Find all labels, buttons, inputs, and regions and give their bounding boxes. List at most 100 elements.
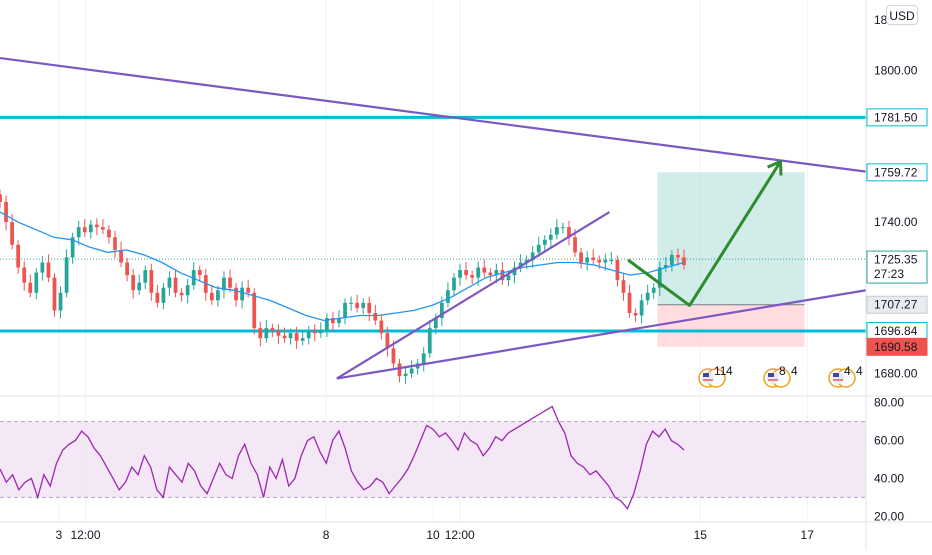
time-axis-tick: 17 xyxy=(801,528,815,542)
candle xyxy=(0,194,2,202)
candle xyxy=(137,282,142,291)
event-count: 4 xyxy=(856,364,863,378)
candle xyxy=(288,333,293,339)
candle xyxy=(573,237,577,253)
rsi-axis-tick: 60.00 xyxy=(874,434,904,448)
candle xyxy=(331,318,335,324)
candle xyxy=(464,270,468,276)
candle xyxy=(367,302,372,313)
candle xyxy=(355,302,360,308)
candle xyxy=(149,270,154,293)
price-label-box xyxy=(866,337,928,356)
candle xyxy=(258,328,263,339)
candle xyxy=(76,227,81,238)
candle xyxy=(4,201,8,223)
event-count: 4 xyxy=(726,364,733,378)
candle xyxy=(222,277,226,291)
candle xyxy=(155,292,160,303)
candle xyxy=(46,262,51,278)
candle xyxy=(318,330,323,334)
price-label-text: 1759.72 xyxy=(874,165,918,179)
candle xyxy=(131,275,136,291)
candle xyxy=(294,333,299,341)
candle xyxy=(627,292,632,313)
candle xyxy=(597,259,602,263)
candle xyxy=(64,257,69,293)
candle xyxy=(34,272,39,293)
candle xyxy=(379,320,384,334)
candle xyxy=(246,287,251,293)
us-flag-icon[interactable]: 11 4 xyxy=(698,364,733,388)
rsi-axis-tick: 80.00 xyxy=(874,396,904,410)
candle xyxy=(385,333,390,349)
candle xyxy=(312,330,317,334)
time-axis-tick: 12:00 xyxy=(445,528,475,542)
price-axis-tick: 1740.00 xyxy=(874,215,918,229)
candle xyxy=(476,267,481,278)
price-label-box xyxy=(866,108,928,127)
projection-arrow-head xyxy=(767,160,783,176)
candle xyxy=(337,318,341,324)
candle xyxy=(609,259,614,261)
candle xyxy=(488,272,493,276)
rsi-band xyxy=(0,421,866,498)
price-label-text: 1781.50 xyxy=(874,110,918,124)
candle xyxy=(676,254,680,258)
candle xyxy=(40,262,45,273)
candle xyxy=(494,270,499,276)
candle xyxy=(427,328,432,354)
trendline[interactable] xyxy=(336,289,867,380)
candle xyxy=(439,302,444,319)
candle xyxy=(228,277,232,288)
candle xyxy=(585,257,590,263)
candle xyxy=(119,249,123,263)
candle xyxy=(458,270,462,278)
candle xyxy=(403,373,408,377)
time-axis-tick: 15 xyxy=(694,528,708,542)
time-axis-tick: 8 xyxy=(323,528,330,542)
candle xyxy=(22,267,27,283)
candle xyxy=(567,227,571,238)
stop-zone[interactable] xyxy=(657,304,805,347)
candle xyxy=(645,292,650,301)
candle xyxy=(452,277,456,291)
candle xyxy=(300,338,305,341)
candle xyxy=(603,259,608,263)
candle xyxy=(343,302,347,319)
candle xyxy=(185,285,190,296)
candle xyxy=(276,330,281,336)
rsi-line xyxy=(0,405,685,510)
candle xyxy=(28,282,33,293)
event-label: 8 xyxy=(779,364,786,378)
candle xyxy=(107,229,111,238)
candle xyxy=(234,287,238,301)
trendline[interactable] xyxy=(0,56,867,173)
candle xyxy=(500,270,505,281)
flag-canton xyxy=(768,373,774,377)
trendline[interactable] xyxy=(336,211,610,380)
currency-button[interactable]: USD xyxy=(886,5,918,25)
candle xyxy=(240,287,245,301)
candle xyxy=(651,287,656,293)
price-label-text: 1725.35 xyxy=(874,253,918,267)
candle xyxy=(143,270,148,283)
price-label-box xyxy=(866,163,928,182)
candle xyxy=(58,292,63,311)
candle xyxy=(639,300,644,316)
candle xyxy=(216,290,220,301)
price-label-text: 1690.58 xyxy=(874,340,918,354)
price-label-hline: 1781.50 xyxy=(866,108,928,127)
moving-average-line xyxy=(0,211,685,322)
candle xyxy=(173,277,178,293)
candle xyxy=(579,252,583,263)
projection-arrow[interactable] xyxy=(627,160,782,307)
candle xyxy=(421,353,426,364)
price-label-text: 1707.27 xyxy=(874,298,918,312)
candle xyxy=(482,267,487,273)
candle xyxy=(252,292,257,329)
candle xyxy=(542,239,547,245)
